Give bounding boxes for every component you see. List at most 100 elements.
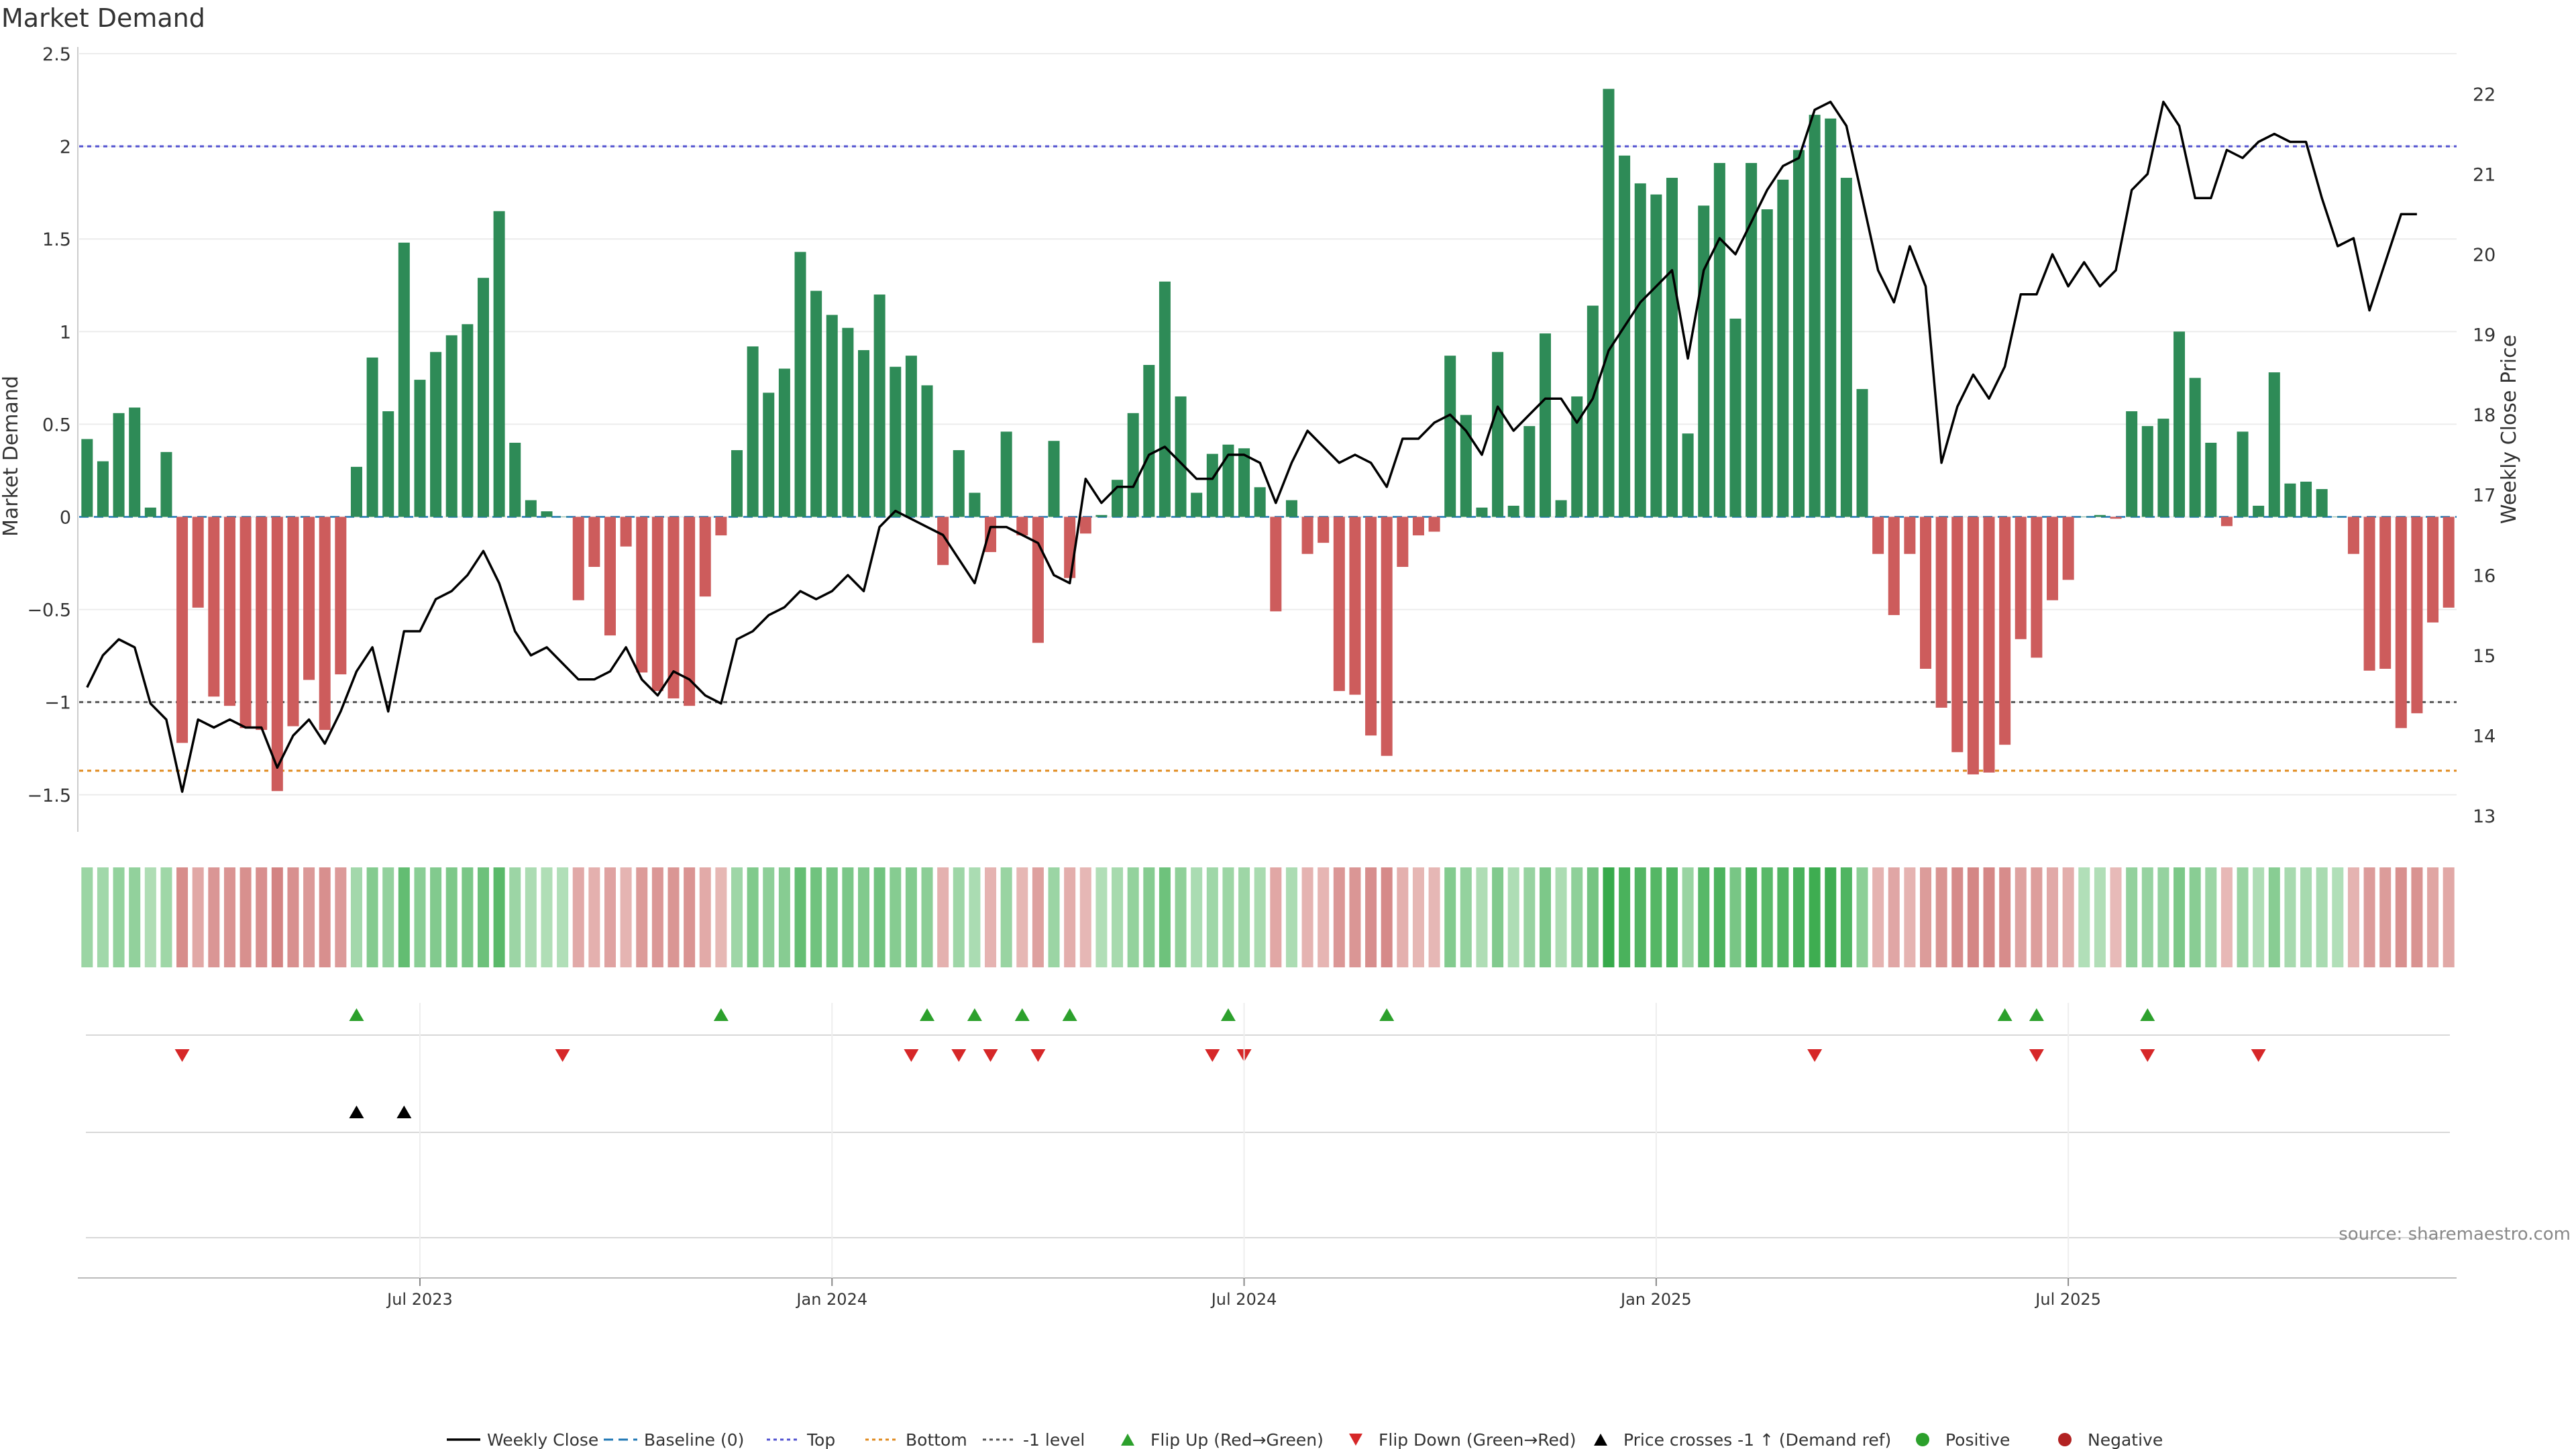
demand-bar (1698, 205, 1710, 517)
demand-bar (1650, 194, 1662, 517)
demand-bar (1159, 281, 1171, 517)
legend-item: Bottom (865, 1430, 967, 1449)
demand-bar (1191, 492, 1203, 517)
heat-cell (256, 867, 268, 967)
demand-bar (763, 392, 775, 517)
heat-cell (1127, 867, 1139, 967)
demand-bar (525, 500, 537, 517)
legend-item: Positive (1916, 1430, 2010, 1449)
demand-bar (2395, 517, 2407, 729)
demand-bar (509, 443, 521, 517)
legend-item: Price crosses -1 ↑ (Demand ref) (1594, 1430, 1891, 1449)
flip-up-marker (2029, 1008, 2044, 1021)
heat-cell (2237, 867, 2249, 967)
heat-cell (525, 867, 537, 967)
heat-cell (2347, 867, 2359, 967)
demand-bar (382, 411, 394, 517)
heat-cell (2157, 867, 2169, 967)
legend-item: Flip Down (Green→Red) (1349, 1430, 1576, 1449)
heat-cell (1143, 867, 1155, 967)
demand-bar (905, 356, 917, 517)
demand-bar (2268, 372, 2280, 517)
demand-bar (1856, 388, 1868, 517)
demand-bar (778, 368, 790, 517)
y-left-tick-label: 0.5 (42, 415, 71, 435)
heat-cell (1713, 867, 1725, 967)
heat-cell (1285, 867, 1297, 967)
heat-cell (1048, 867, 1060, 967)
heat-cell (651, 867, 663, 967)
heat-cell (620, 867, 632, 967)
demand-bar (1127, 413, 1139, 517)
heat-cell (113, 867, 125, 967)
legend-item: Top (767, 1430, 835, 1449)
heat-cell (2126, 867, 2138, 967)
heat-cell (2268, 867, 2280, 967)
heat-cell (81, 867, 93, 967)
demand-bar (1175, 396, 1187, 517)
demand-bar (97, 461, 109, 517)
heat-cell (223, 867, 235, 967)
demand-bar (937, 517, 949, 566)
demand-bar (572, 517, 584, 600)
demand-bar (445, 335, 458, 517)
legend-label: Positive (1945, 1430, 2010, 1449)
heat-cell (1318, 867, 1330, 967)
demand-bar (858, 350, 870, 517)
flip-down-marker (1030, 1049, 1046, 1062)
heat-cell (2427, 867, 2439, 967)
heat-cell (462, 867, 474, 967)
flip-down-marker (951, 1049, 967, 1062)
x-tick-label: Jan 2025 (1619, 1290, 1692, 1309)
heat-cell (1397, 867, 1409, 967)
heat-cell (2078, 867, 2090, 967)
heat-cell (303, 867, 315, 967)
heat-cell (557, 867, 569, 967)
demand-bar (1444, 356, 1456, 517)
demand-bar (1539, 333, 1551, 517)
demand-bar (1254, 487, 1266, 517)
demand-bar (2094, 515, 2106, 517)
demand-bar (2110, 517, 2122, 519)
demand-bar (239, 517, 252, 729)
demand-bar (890, 366, 902, 517)
heat-cell (1603, 867, 1615, 967)
demand-bar (715, 517, 727, 536)
demand-bar (1840, 178, 1852, 517)
heat-cell (1412, 867, 1424, 967)
demand-bar (826, 315, 838, 517)
flip-down-marker (904, 1049, 919, 1062)
legend-label: Top (806, 1430, 835, 1449)
heat-cell (1064, 867, 1076, 967)
heat-cell (192, 867, 204, 967)
demand-bar (2047, 517, 2059, 600)
heat-cell (2395, 867, 2407, 967)
legend-label: Negative (2088, 1430, 2163, 1449)
demand-bar (1825, 118, 1837, 517)
demand-bar (1285, 500, 1297, 517)
heat-cell (319, 867, 331, 967)
heat-cell (1492, 867, 1504, 967)
heat-cell (953, 867, 965, 967)
legend-swatch-triangle-up (1121, 1434, 1134, 1446)
y-right-tick-label: 20 (2473, 245, 2496, 266)
demand-bar (1746, 162, 1758, 517)
flip-down-marker (174, 1049, 190, 1062)
demand-bar (1318, 517, 1330, 543)
heat-cell (97, 867, 109, 967)
demand-bar (2174, 331, 2186, 517)
demand-bar (1666, 178, 1678, 517)
demand-bar (2427, 517, 2439, 623)
heat-cell (2110, 867, 2122, 967)
demand-bar (2126, 411, 2138, 517)
demand-bar (271, 517, 283, 792)
demand-bar (873, 294, 885, 517)
demand-bar (462, 324, 474, 517)
demand-bar (1333, 517, 1345, 692)
legend-swatch-circle (1916, 1433, 1929, 1446)
heat-cell (350, 867, 362, 967)
demand-bar (81, 439, 93, 517)
heat-cell (2363, 867, 2375, 967)
demand-bar (1222, 444, 1234, 517)
y-left-tick-label: −0.5 (27, 600, 71, 621)
